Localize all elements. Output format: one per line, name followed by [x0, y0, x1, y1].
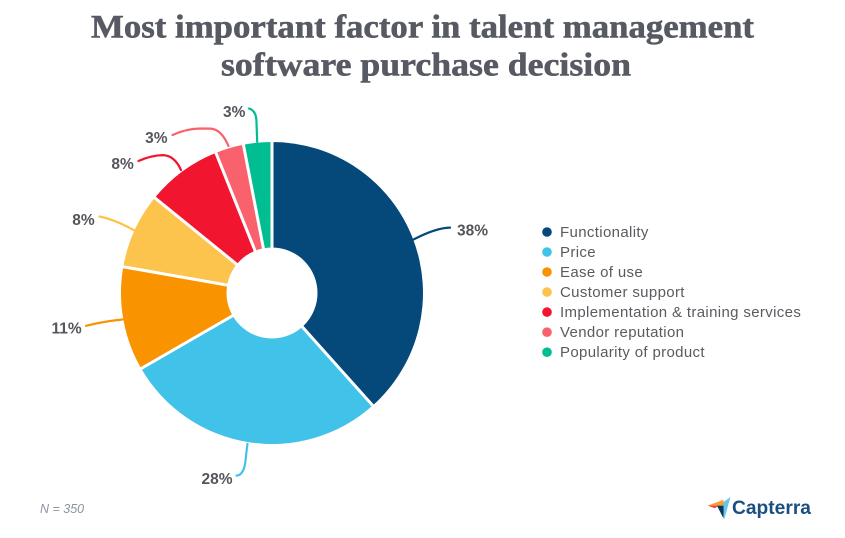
svg-text:8%: 8%	[111, 156, 134, 173]
svg-text:3%: 3%	[223, 104, 246, 121]
svg-text:N = 350: N = 350	[40, 502, 84, 516]
svg-text:Functionality: Functionality	[560, 224, 649, 241]
svg-text:Most important factor in talen: Most important factor in talent manageme…	[91, 10, 754, 46]
svg-text:Price: Price	[560, 244, 596, 261]
svg-text:Popularity of product: Popularity of product	[560, 344, 705, 361]
svg-text:Vendor reputation: Vendor reputation	[560, 324, 684, 341]
svg-text:software purchase decision: software purchase decision	[221, 47, 631, 83]
svg-text:Capterra: Capterra	[732, 498, 811, 519]
svg-text:28%: 28%	[202, 471, 233, 488]
svg-text:Customer support: Customer support	[560, 284, 685, 301]
svg-text:11%: 11%	[52, 321, 82, 338]
svg-text:8%: 8%	[72, 212, 95, 229]
svg-text:38%: 38%	[457, 223, 488, 240]
svg-text:Implementation & training serv: Implementation & training services	[560, 304, 801, 321]
svg-text:Ease of use: Ease of use	[560, 264, 643, 281]
svg-text:3%: 3%	[145, 130, 168, 147]
